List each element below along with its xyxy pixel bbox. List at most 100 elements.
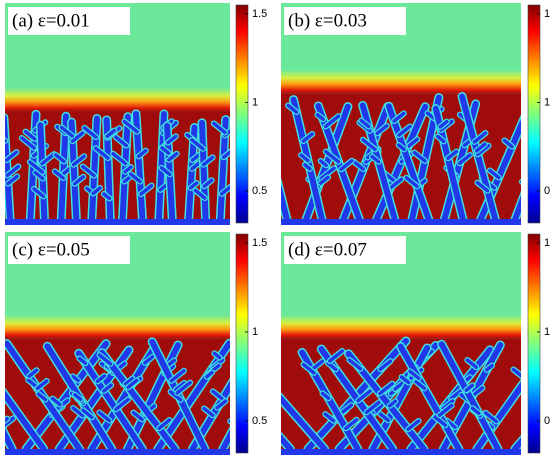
branch bbox=[437, 403, 454, 417]
branch bbox=[168, 390, 183, 402]
branch bbox=[169, 369, 186, 383]
branch-edge bbox=[543, 127, 549, 131]
branch bbox=[404, 176, 419, 189]
branch bbox=[406, 419, 421, 431]
branch bbox=[190, 138, 205, 151]
branch bbox=[228, 419, 230, 424]
branch bbox=[36, 392, 48, 402]
branch bbox=[91, 186, 102, 196]
branch bbox=[319, 166, 336, 181]
branch bbox=[188, 181, 199, 190]
branch bbox=[33, 170, 45, 181]
branch bbox=[26, 378, 39, 389]
branch bbox=[303, 163, 312, 171]
branch bbox=[253, 397, 265, 406]
branch bbox=[475, 144, 491, 157]
branch bbox=[82, 126, 98, 139]
branch bbox=[361, 137, 377, 152]
branch bbox=[257, 374, 263, 379]
colorbar-tick-label: 0.5 bbox=[252, 415, 267, 427]
branch bbox=[93, 146, 110, 160]
branch bbox=[352, 160, 365, 171]
branch bbox=[131, 410, 144, 422]
finger bbox=[385, 103, 432, 222]
branch bbox=[28, 160, 45, 174]
colorbar bbox=[235, 233, 249, 454]
branch bbox=[511, 367, 521, 378]
branch bbox=[193, 188, 207, 200]
front-band bbox=[281, 69, 521, 94]
panel-label: (a) ε=0.01 bbox=[12, 10, 90, 31]
colorbar bbox=[527, 233, 541, 454]
branch bbox=[102, 383, 113, 393]
branch-edge bbox=[268, 138, 275, 143]
branch bbox=[212, 351, 222, 360]
branch bbox=[263, 163, 276, 173]
bottom-layer bbox=[281, 449, 521, 455]
branch bbox=[465, 358, 478, 369]
branch bbox=[273, 181, 278, 185]
branch-edge bbox=[263, 163, 276, 173]
colorbar-tick-label: 0.5 bbox=[544, 415, 550, 427]
branch bbox=[73, 393, 83, 402]
branch bbox=[488, 168, 501, 180]
branch bbox=[167, 151, 179, 162]
finger bbox=[219, 429, 230, 452]
branch bbox=[267, 175, 277, 183]
branch-edge bbox=[253, 397, 265, 406]
branch bbox=[5, 416, 16, 428]
branch bbox=[258, 365, 265, 371]
branch bbox=[520, 180, 521, 184]
branch bbox=[6, 174, 19, 186]
branch bbox=[320, 391, 331, 400]
colorbar bbox=[527, 4, 541, 224]
branch-edge bbox=[5, 136, 9, 144]
finger bbox=[5, 390, 47, 452]
panel: (a) ε=0.01 0.5 1 1.5 bbox=[5, 3, 267, 225]
branch bbox=[301, 132, 314, 143]
branch bbox=[0, 366, 1, 375]
branch bbox=[378, 412, 390, 423]
branch bbox=[23, 129, 37, 141]
branch bbox=[53, 153, 66, 164]
branch bbox=[475, 180, 490, 193]
branch-edge bbox=[0, 366, 1, 375]
branch bbox=[72, 175, 86, 186]
bottom-layer bbox=[5, 449, 230, 455]
finger bbox=[5, 114, 14, 222]
finger bbox=[397, 343, 462, 452]
branch bbox=[299, 153, 310, 163]
branch bbox=[375, 124, 389, 136]
branch bbox=[425, 111, 437, 121]
branch bbox=[310, 359, 325, 372]
branch bbox=[32, 187, 46, 199]
branch bbox=[484, 363, 494, 372]
branch bbox=[387, 399, 398, 408]
branch bbox=[159, 166, 172, 177]
branch bbox=[397, 124, 412, 137]
panel-label: (c) ε=0.05 bbox=[12, 239, 90, 260]
branch bbox=[35, 379, 49, 391]
front-band bbox=[5, 87, 230, 112]
simulation-image bbox=[263, 3, 549, 225]
branch bbox=[157, 418, 172, 430]
branch bbox=[123, 165, 133, 174]
branch bbox=[111, 151, 128, 166]
finger bbox=[459, 93, 499, 222]
branch bbox=[27, 368, 39, 378]
branch-edge bbox=[227, 418, 230, 425]
panel-label: (b) ε=0.03 bbox=[288, 10, 367, 31]
branch bbox=[286, 103, 299, 114]
branch-edge bbox=[267, 175, 277, 183]
branch bbox=[5, 164, 21, 178]
branch bbox=[221, 149, 230, 160]
branch bbox=[347, 358, 363, 371]
colorbar-tick-label: 1.5 bbox=[544, 8, 550, 20]
branch bbox=[474, 142, 487, 153]
bottom-layer bbox=[5, 219, 230, 225]
colorbar-tick-label: 0.5 bbox=[252, 185, 267, 197]
branch bbox=[252, 369, 261, 376]
simulation-image bbox=[0, 232, 265, 455]
branch bbox=[326, 361, 338, 372]
branch bbox=[399, 375, 411, 385]
